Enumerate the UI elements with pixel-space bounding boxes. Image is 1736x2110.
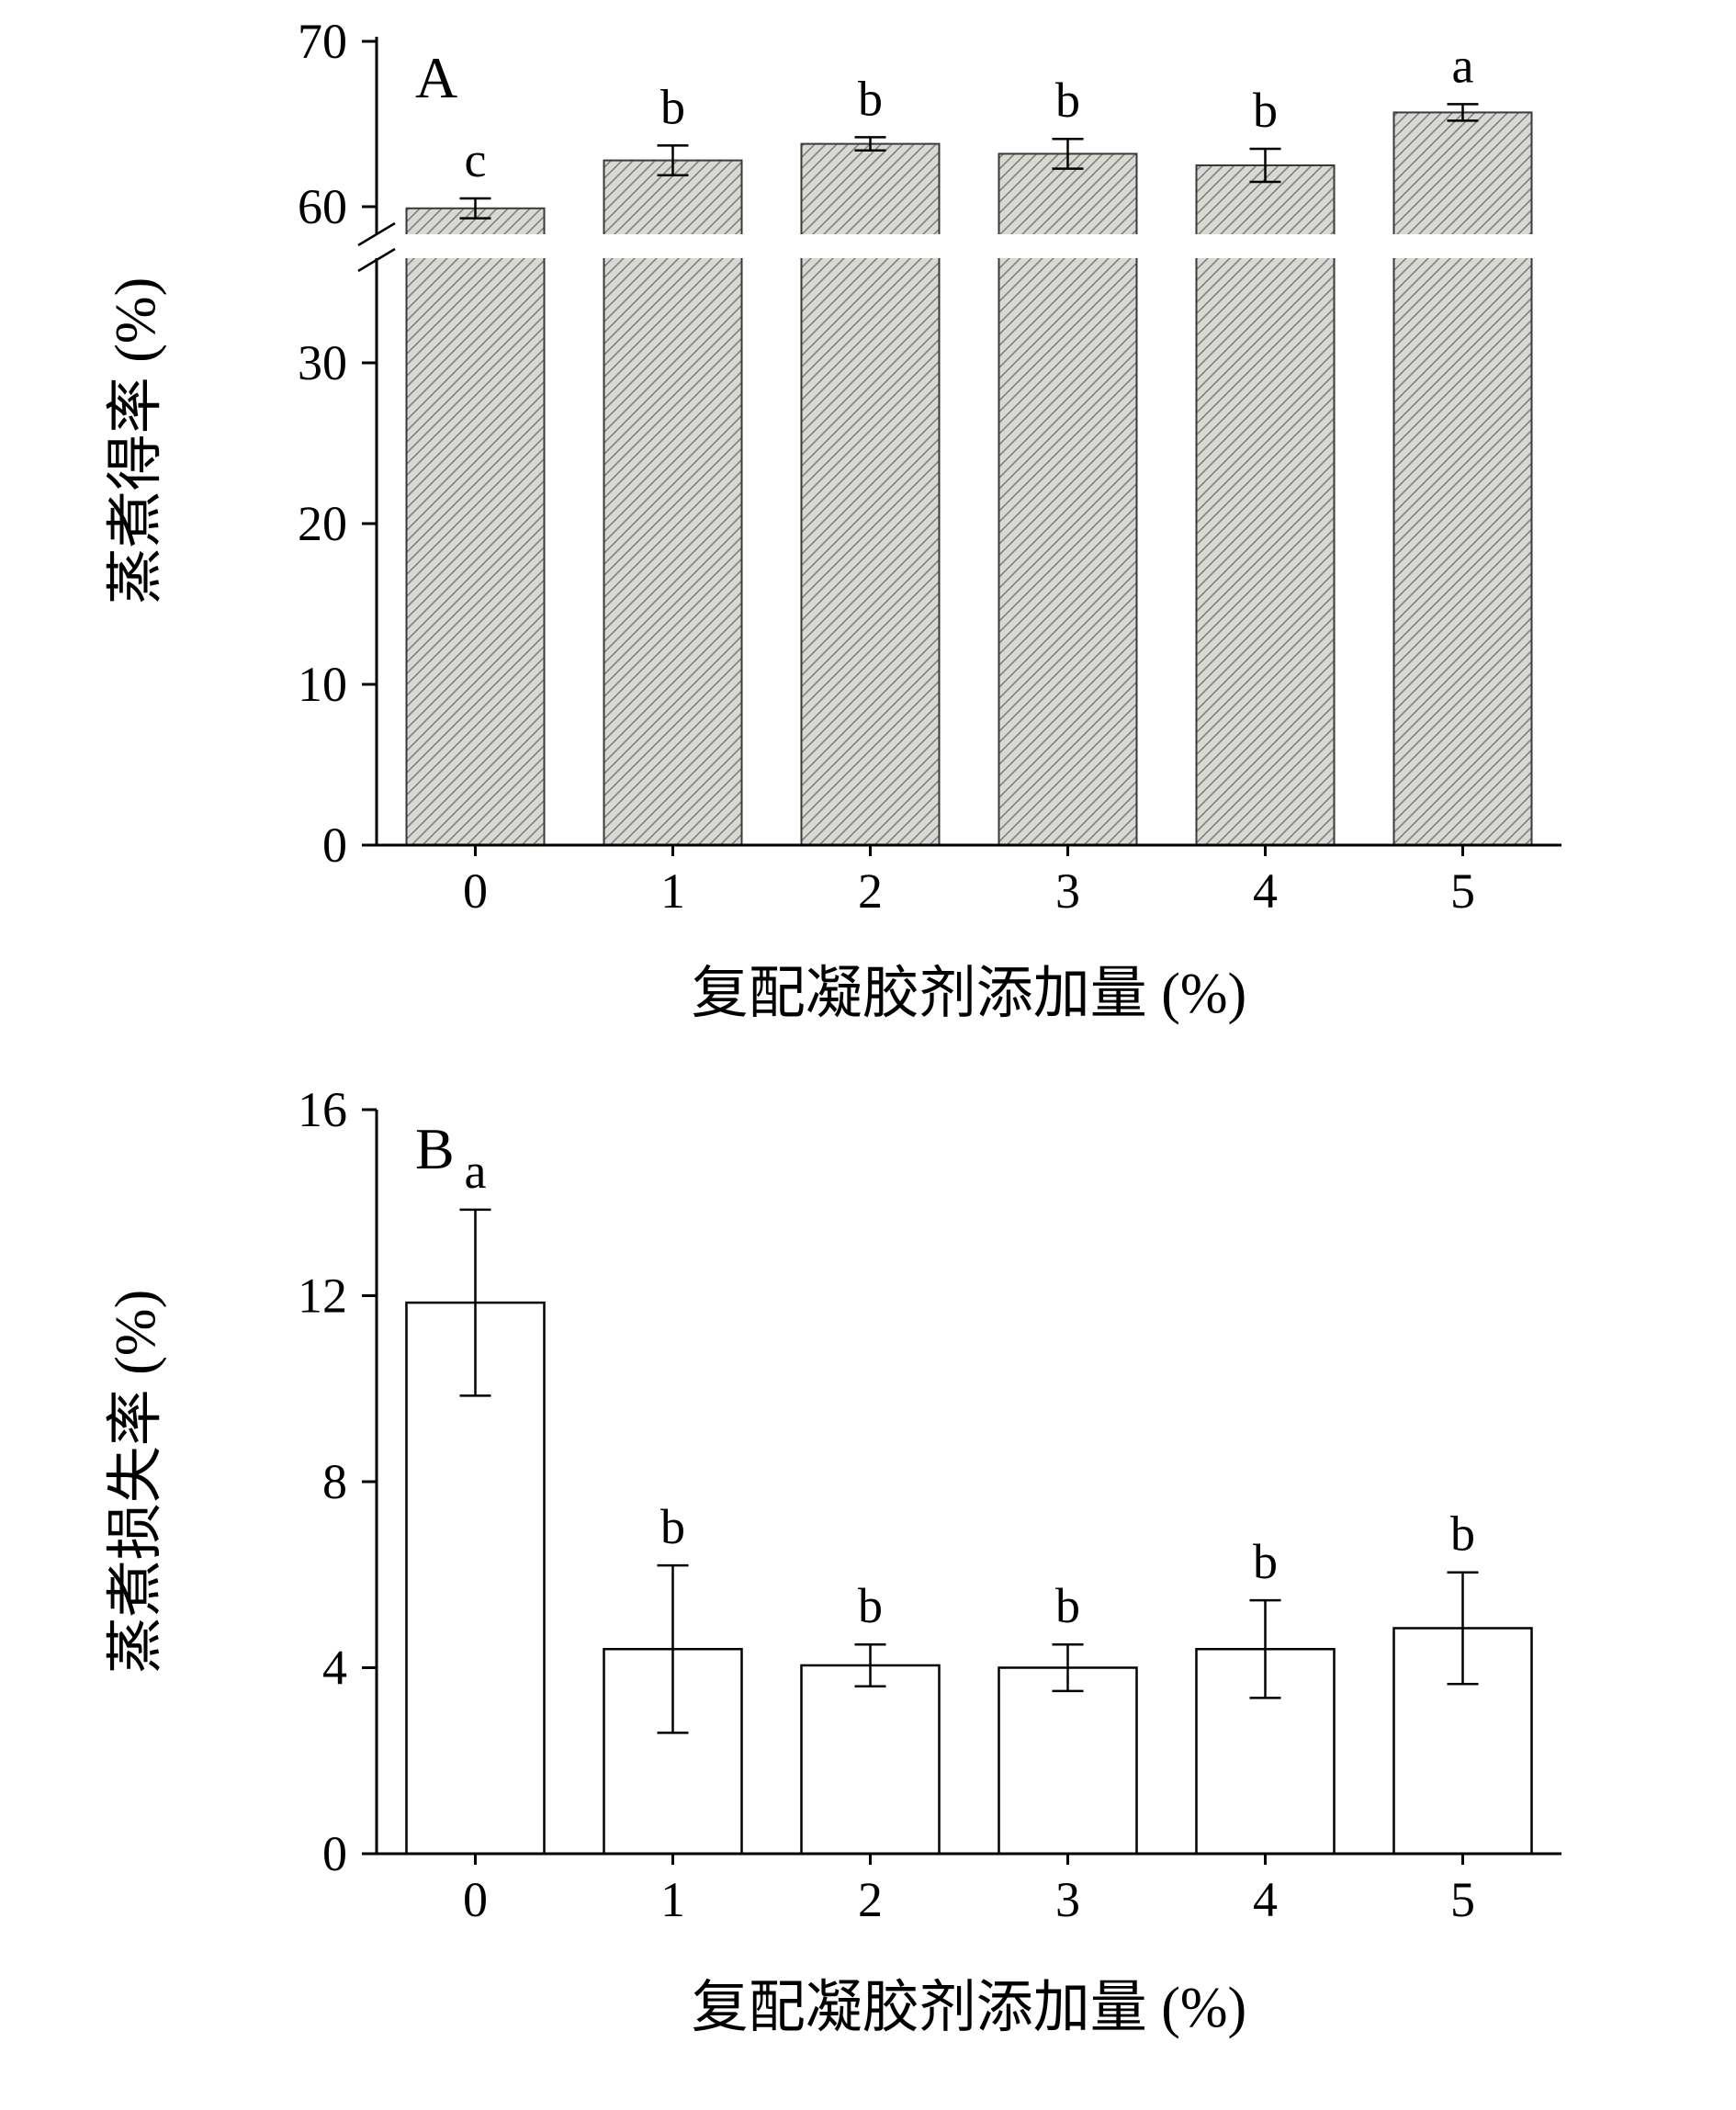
y-tick-label-a: 0 [322, 818, 347, 873]
sig-letter-b-2: b [858, 1578, 883, 1633]
sig-letter-a-4: b [1253, 83, 1278, 138]
y-tick-label-b: 8 [322, 1454, 347, 1509]
x-tick-label-b: 3 [1055, 1872, 1080, 1927]
x-tick-label-a: 1 [660, 863, 685, 919]
y-tick-label-a: 10 [298, 657, 347, 712]
y-tick-label-b: 16 [298, 1082, 347, 1137]
x-axis-title-a: 复配凝胶剂添加量 (%) [692, 963, 1246, 1025]
x-tick-label-b: 4 [1253, 1872, 1278, 1927]
sig-letter-a-5: a [1452, 38, 1474, 93]
sig-letter-a-3: b [1055, 73, 1080, 128]
x-tick-label-a: 3 [1055, 863, 1080, 919]
bar-a-5 [1392, 111, 1533, 846]
sig-letter-a-2: b [858, 71, 883, 126]
x-tick-label-a: 0 [463, 863, 488, 919]
sig-letter-b-5: b [1450, 1506, 1475, 1562]
sig-letter-a-0: c [465, 132, 487, 187]
axis-break-mark [357, 247, 396, 273]
y-tick-label-b: 4 [322, 1641, 347, 1696]
chart-a-cooking-yield: c b b b b a 0 10 20 30 60 70 0 1 2 3 4 5 复配凝胶剂添加量 (%) 蒸煮得率 … [105, 14, 1563, 1025]
sig-letter-b-0: a [465, 1144, 487, 1199]
bar-a-2 [800, 142, 941, 847]
y-tick-label-a: 20 [298, 496, 347, 551]
x-tick-label-b: 1 [660, 1872, 685, 1927]
bar-a-4 [1195, 164, 1336, 846]
sig-letter-b-3: b [1055, 1578, 1080, 1633]
y-tick-label-a: 30 [298, 335, 347, 390]
x-tick-label-a: 5 [1450, 863, 1475, 919]
x-tick-label-a: 4 [1253, 863, 1278, 919]
x-tick-label-b: 0 [463, 1872, 488, 1927]
panel-label-a: A [415, 45, 457, 110]
bar-a-3 [998, 152, 1138, 846]
panel-label-b: B [415, 1116, 455, 1181]
y-axis-title-a: 蒸煮得率 (%) [105, 277, 167, 604]
bar-b-2 [800, 1664, 941, 1856]
sig-letter-b-4: b [1253, 1534, 1278, 1589]
axis-break-band [375, 234, 1563, 258]
axis-break-mark [357, 221, 396, 247]
y-axis-title-b: 蒸煮损失率 (%) [105, 1290, 167, 1674]
x-tick-label-a: 2 [858, 863, 883, 919]
bar-b-3 [998, 1666, 1138, 1856]
bar-a-0 [405, 207, 546, 847]
sig-letter-b-1: b [660, 1499, 685, 1554]
y-tick-label-a: 70 [298, 14, 347, 69]
bar-a-1 [603, 159, 743, 847]
y-tick-label-b: 12 [298, 1269, 347, 1324]
y-tick-label-a: 60 [298, 179, 347, 234]
x-axis-title-b: 复配凝胶剂添加量 (%) [692, 1977, 1246, 2039]
bar-b-5 [1392, 1627, 1533, 1856]
x-tick-label-b: 2 [858, 1872, 883, 1927]
y-tick-label-b: 0 [322, 1826, 347, 1881]
sig-letter-a-1: b [660, 79, 685, 134]
x-tick-label-b: 5 [1450, 1872, 1475, 1927]
